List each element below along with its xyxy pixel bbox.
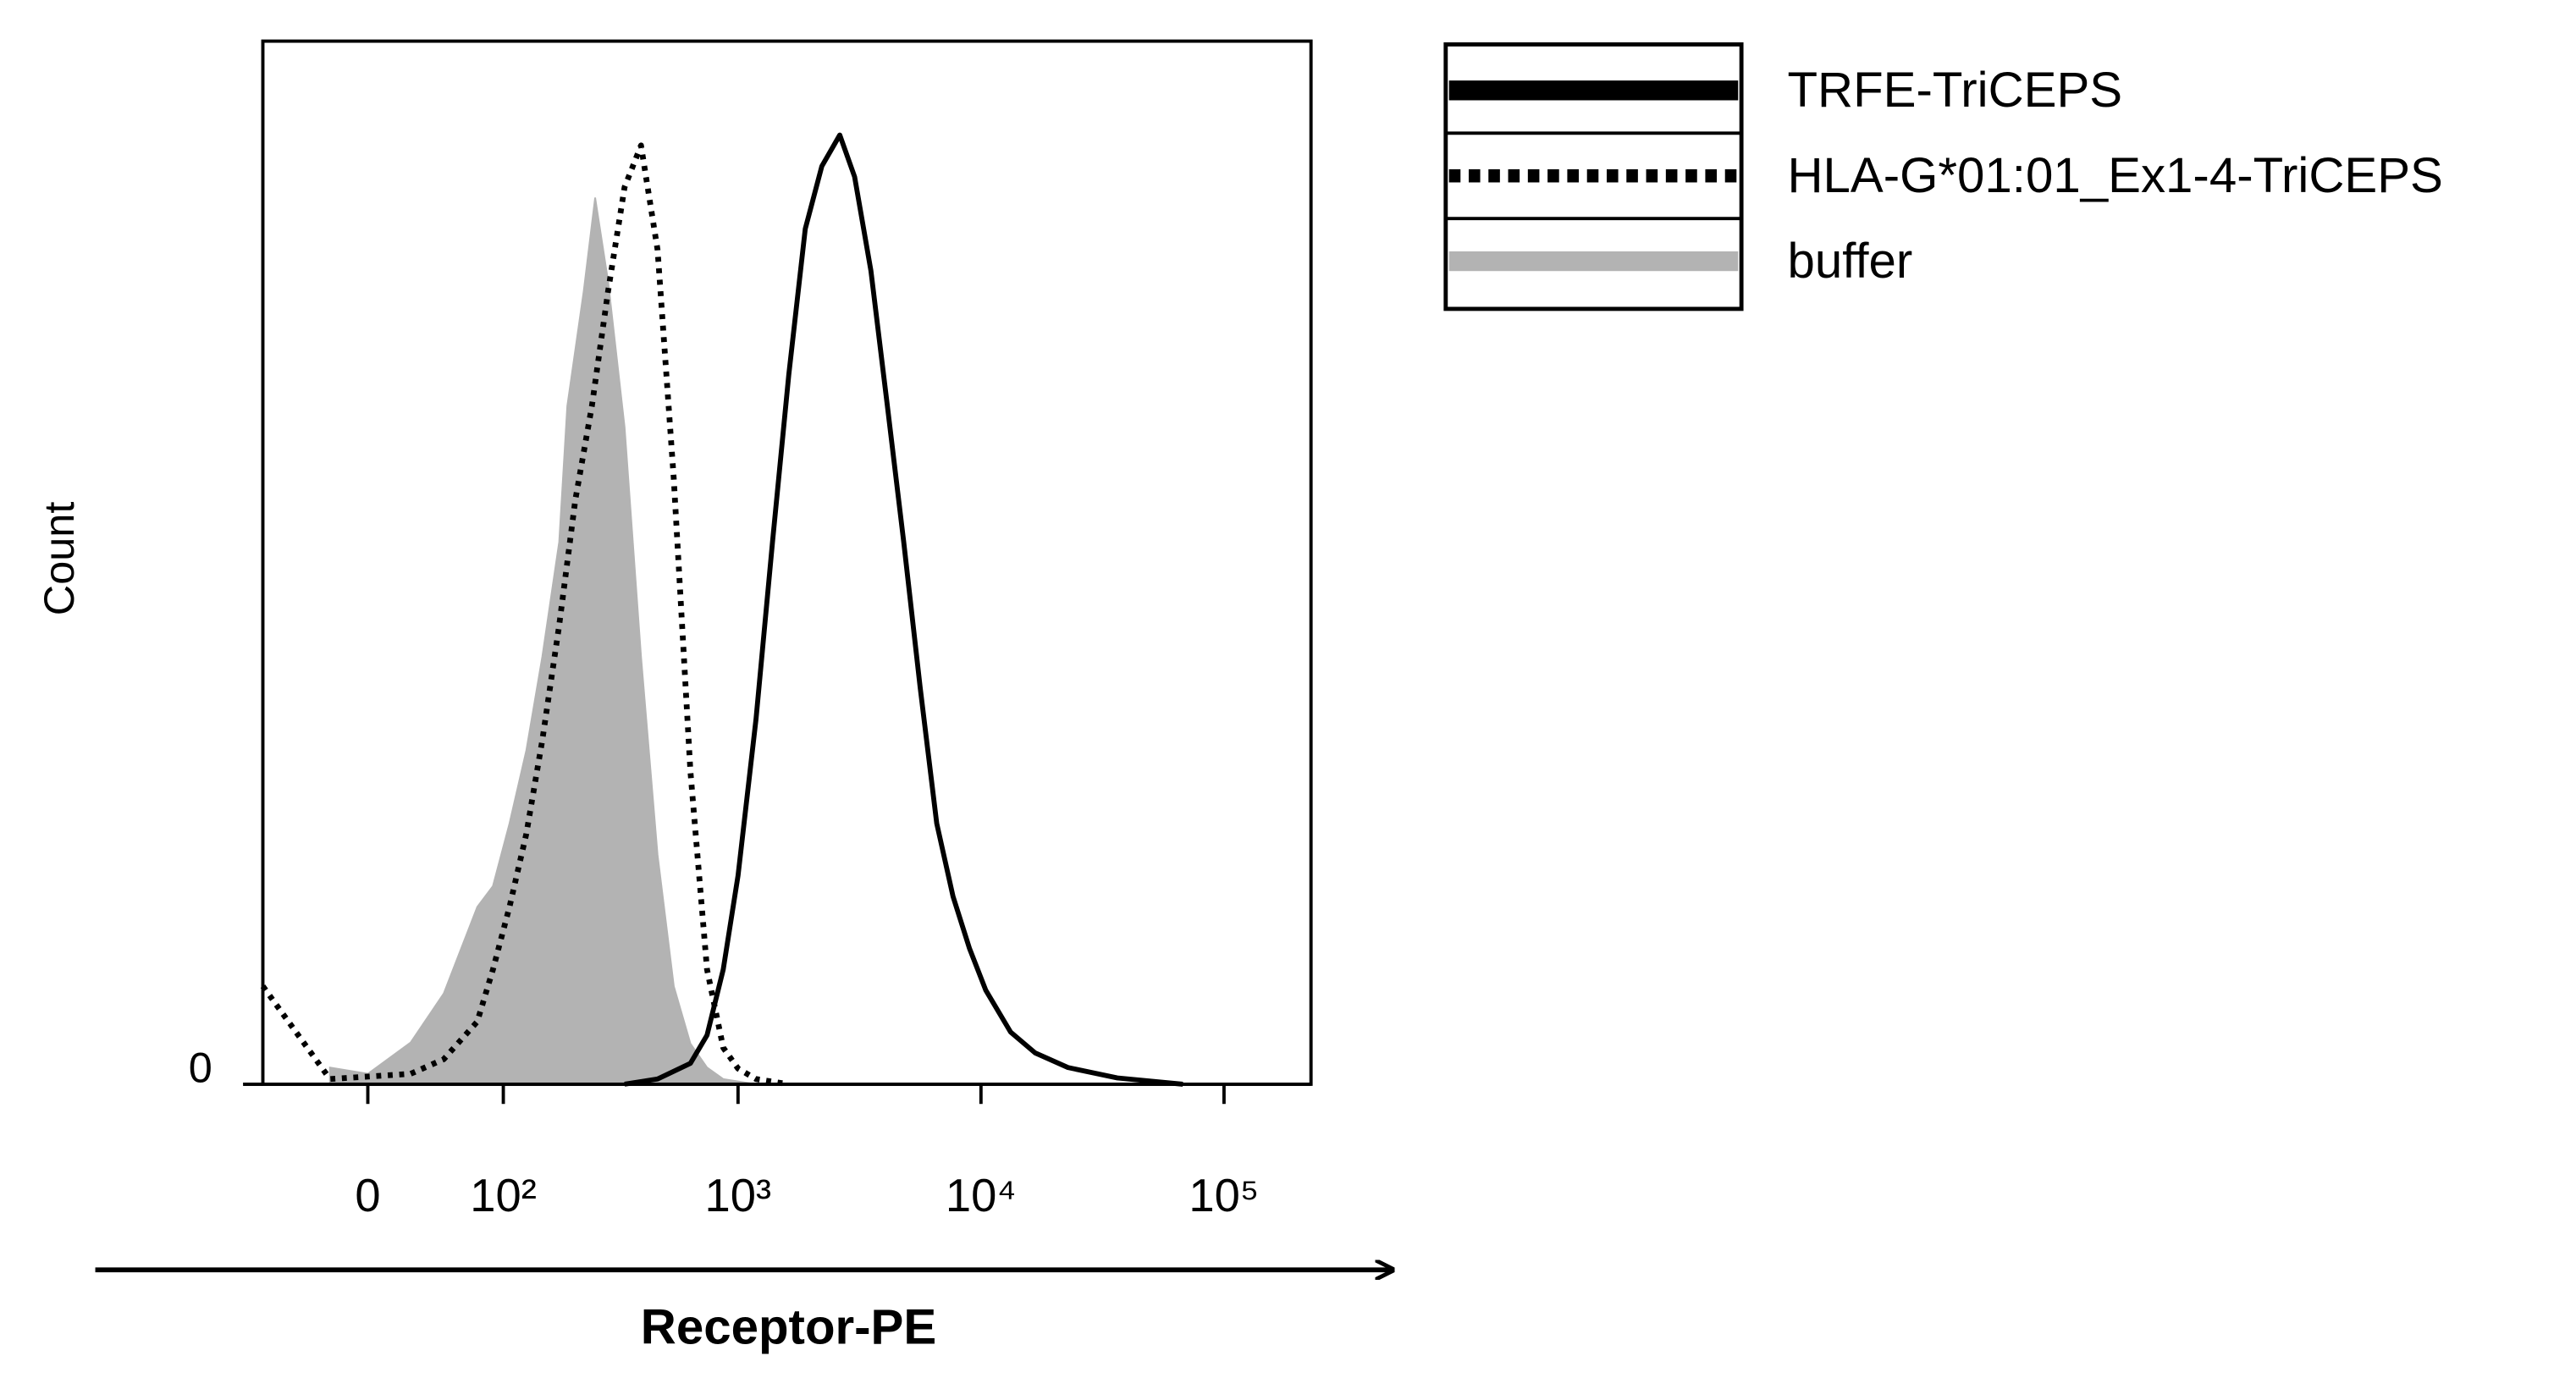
x-tick-label: 10⁴ [946, 1170, 1017, 1221]
x-tick-label: 10³ [705, 1170, 772, 1221]
legend-box [1443, 42, 1744, 311]
histogram-line [624, 132, 1183, 1087]
y-tick-label: 0 [189, 1044, 212, 1092]
x-tick-label: 10⁵ [1189, 1170, 1259, 1221]
plot-area [260, 132, 1183, 1088]
legend-label: TRFE-TriCEPS [1787, 63, 2122, 118]
legend: TRFE-TriCEPS HLA-G*01:01_Ex1-4-TriCEPSbuf… [1445, 63, 2443, 289]
legend-label: buffer [1787, 234, 1912, 289]
y-axis-label: Count [35, 502, 83, 616]
x-tick-label: 0 [355, 1170, 380, 1221]
histogram-line [260, 142, 790, 1088]
x-axis-label: Receptor-PE [641, 1299, 936, 1354]
plot-frame [261, 39, 1313, 1086]
histogram-area [328, 197, 757, 1085]
x-tick-label: 10² [470, 1170, 537, 1221]
legend-label: HLA-G*01:01_Ex1-4-TriCEPS [1787, 148, 2442, 203]
